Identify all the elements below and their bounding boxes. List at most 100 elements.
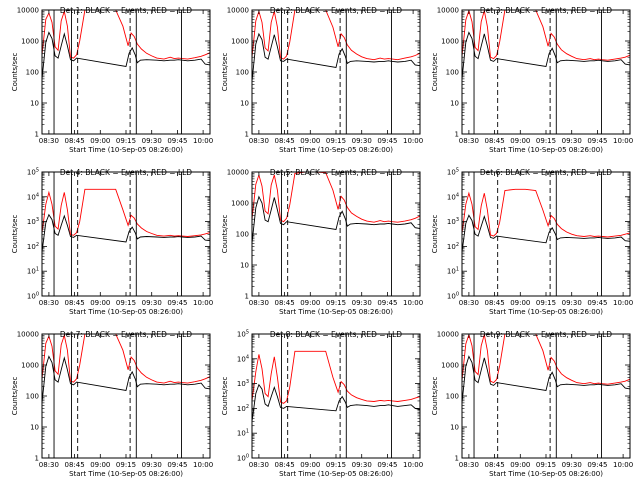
y-tick-exponent: 4 — [456, 192, 459, 198]
y-tick-label: 103 — [237, 379, 249, 388]
series-line-events — [462, 214, 630, 252]
y-tick-label: 104 — [237, 354, 249, 363]
x-axis-label: Start Time (10-Sep-05 08:26:00) — [69, 470, 183, 478]
x-tick-label: 09:00 — [510, 299, 530, 307]
x-tick-label: 09:15 — [536, 299, 556, 307]
panel-title: Det 2: BLACK = Events, RED = LLD — [270, 6, 402, 15]
x-tick-label: 09:45 — [167, 299, 187, 307]
panel-title: Det 1: BLACK = Events, RED = LLD — [60, 6, 192, 15]
x-tick-label: 10:00 — [193, 137, 213, 145]
panel-title: Det 5: BLACK = Events, RED = LLD — [270, 168, 402, 177]
y-tick-exponent: 4 — [36, 192, 39, 198]
y-tick-label: 10000 — [437, 7, 459, 15]
y-tick-label: 10 — [30, 100, 39, 108]
y-tick-exponent: 5 — [246, 330, 249, 336]
detector-panel: 08:30 08:45 09:00 09:15 09:30 09:45 10:00 1 10 10… — [431, 6, 633, 154]
x-axis-label: Start Time (10-Sep-05 08:26:00) — [279, 146, 393, 154]
x-axis-label: Start Time (10-Sep-05 08:26:00) — [489, 308, 603, 316]
x-tick-label: 09:45 — [587, 137, 607, 145]
detector-panel: 08:30 08:45 09:00 09:15 09:30 09:45 10:0010010… — [221, 330, 423, 479]
x-tick-label: 09:30 — [562, 137, 582, 145]
x-tick-label: 08:45 — [64, 137, 84, 145]
y-tick-label: 10000 — [437, 331, 459, 339]
panel-title: Det 6: BLACK = Events, RED = LLD — [480, 168, 612, 177]
x-tick-label: 09:00 — [510, 461, 530, 469]
x-tick-label: 08:45 — [484, 299, 504, 307]
y-tick-label: 100 — [26, 393, 39, 401]
x-tick-label: 08:30 — [249, 461, 269, 469]
x-axis-label: Start Time (10-Sep-05 08:26:00) — [279, 308, 393, 316]
series-line-lld — [42, 10, 210, 60]
y-tick-label: 105 — [447, 168, 459, 177]
series-line-lld — [462, 188, 630, 238]
y-tick-label: 10 — [450, 100, 459, 108]
y-tick-label: 1000 — [21, 362, 39, 370]
y-tick-label: 1000 — [231, 200, 249, 208]
detector-panel: 08:30 08:45 09:00 09:15 09:30 09:45 10:00 1 10 10… — [221, 168, 423, 316]
y-tick-label: 1 — [455, 455, 459, 463]
y-tick-base: 10 — [237, 405, 246, 413]
x-tick-label: 10:00 — [403, 137, 423, 145]
x-tick-label: 09:15 — [536, 461, 556, 469]
y-tick-label: 100 — [236, 69, 249, 77]
y-tick-base: 10 — [237, 380, 246, 388]
y-tick-base: 10 — [27, 243, 36, 251]
y-tick-label: 104 — [447, 192, 459, 201]
x-tick-label: 09:30 — [352, 461, 372, 469]
x-tick-label: 09:45 — [587, 299, 607, 307]
y-tick-exponent: 2 — [456, 242, 459, 248]
y-tick-exponent: 0 — [246, 454, 249, 460]
x-tick-label: 09:00 — [90, 461, 110, 469]
detector-panel: 08:30 08:45 09:00 09:15 09:30 09:45 10:00 1 10 10… — [221, 6, 423, 154]
y-tick-base: 10 — [27, 193, 36, 201]
x-axis-label: Start Time (10-Sep-05 08:26:00) — [489, 470, 603, 478]
y-tick-label: 10 — [240, 262, 249, 270]
x-tick-label: 08:45 — [274, 299, 294, 307]
y-tick-label: 105 — [237, 330, 249, 339]
y-axis-label: Counts/sec — [11, 377, 19, 416]
x-tick-label: 09:45 — [377, 299, 397, 307]
y-tick-exponent: 3 — [246, 379, 249, 385]
y-tick-label: 105 — [27, 168, 39, 177]
x-tick-label: 09:30 — [142, 299, 162, 307]
y-tick-label: 101 — [447, 267, 459, 276]
y-tick-label: 1000 — [441, 362, 459, 370]
x-axis-label: Start Time (10-Sep-05 08:26:00) — [279, 470, 393, 478]
x-tick-label: 10:00 — [403, 461, 423, 469]
x-tick-label: 09:30 — [352, 137, 372, 145]
y-tick-label: 102 — [237, 404, 249, 413]
y-tick-label: 10 — [30, 424, 39, 432]
x-tick-label: 09:30 — [562, 299, 582, 307]
y-tick-base: 10 — [27, 293, 36, 301]
y-tick-label: 104 — [27, 192, 39, 201]
y-tick-base: 10 — [447, 193, 456, 201]
y-tick-exponent: 0 — [36, 292, 39, 298]
panel-title: Det 4: BLACK = Events, RED = LLD — [60, 168, 192, 177]
x-tick-label: 08:45 — [274, 137, 294, 145]
y-tick-label: 10000 — [227, 7, 249, 15]
x-tick-label: 09:30 — [352, 299, 372, 307]
y-tick-label: 1000 — [441, 38, 459, 46]
x-tick-label: 09:45 — [167, 137, 187, 145]
y-tick-label: 1 — [245, 131, 249, 139]
x-tick-label: 09:45 — [377, 461, 397, 469]
x-tick-label: 10:00 — [403, 299, 423, 307]
x-tick-label: 09:00 — [510, 137, 530, 145]
y-axis-label: Counts/sec — [431, 215, 439, 254]
y-axis-label: Counts/sec — [431, 53, 439, 92]
x-tick-label: 08:30 — [459, 299, 479, 307]
y-tick-label: 103 — [447, 217, 459, 226]
y-tick-label: 100 — [26, 69, 39, 77]
series-line-lld — [462, 334, 630, 385]
plot-frame — [41, 171, 211, 297]
x-tick-label: 10:00 — [193, 299, 213, 307]
y-tick-label: 100 — [446, 69, 459, 77]
x-tick-label: 08:30 — [39, 299, 59, 307]
x-axis-label: Start Time (10-Sep-05 08:26:00) — [489, 146, 603, 154]
x-axis-label: Start Time (10-Sep-05 08:26:00) — [69, 308, 183, 316]
series-line-events — [42, 213, 210, 252]
y-tick-exponent: 2 — [246, 404, 249, 410]
x-tick-label: 09:30 — [142, 461, 162, 469]
x-tick-label: 09:45 — [377, 137, 397, 145]
y-tick-label: 1 — [35, 455, 39, 463]
